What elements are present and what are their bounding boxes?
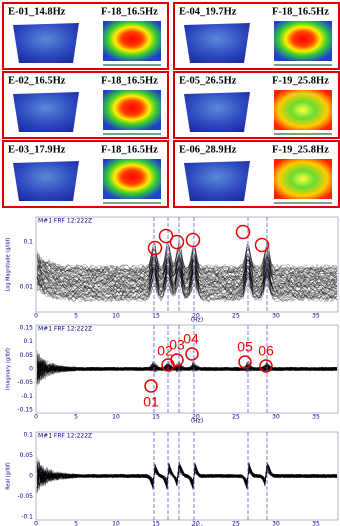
x-tick-label: 10 <box>112 521 120 526</box>
x-tick-label: 25 <box>232 521 240 526</box>
x-tick-label: 5 <box>74 414 78 421</box>
x-tick-label: 0 <box>34 313 38 320</box>
x-tick-label: 35 <box>312 313 320 320</box>
x-tick-label: 0 <box>34 521 38 526</box>
y-tick-label: -0.1 <box>21 514 33 521</box>
x-tick-label: 30 <box>272 521 280 526</box>
reference-shape <box>103 90 161 130</box>
reference-shape <box>274 159 332 199</box>
mode-label: E-02_16.5Hz <box>8 75 66 86</box>
mode-shape <box>184 92 250 132</box>
mode-shape <box>13 23 79 63</box>
x-tick-label: 20 <box>192 313 200 320</box>
mode-label: E-01_14.8Hz <box>8 6 66 17</box>
mode-shape <box>184 161 250 201</box>
x-tick-label: 5 <box>74 521 78 526</box>
y-tick-label: 0 <box>29 473 33 480</box>
y-tick-label: 0.15 <box>20 325 34 332</box>
x-tick-label: 30 <box>272 313 280 320</box>
x-tick-label: 15 <box>152 521 160 526</box>
y-axis-label: Real (g/lbf) <box>6 462 12 490</box>
y-tick-label: 0.05 <box>20 452 34 459</box>
mode-shape <box>184 23 250 63</box>
reference-label: F-18_16.5Hz <box>272 6 329 17</box>
y-tick-label: -0.05 <box>17 379 33 386</box>
y-tick-label: 0.1 <box>23 432 33 439</box>
y-axis-label: Imaginary (g/lbf) <box>6 348 12 390</box>
x-tick-label: 35 <box>312 414 320 421</box>
reference-shape <box>274 21 332 61</box>
reference-label: F-18_16.5Hz <box>101 6 158 17</box>
x-tick-label: 35 <box>312 521 320 526</box>
y-axis-label: Log Magnitude (g/lbf) <box>6 238 12 292</box>
x-tick-label: 25 <box>232 414 240 421</box>
plot-title: M#1 FRF 12:222Z <box>38 326 92 333</box>
mode-annotation: 06 <box>258 343 274 359</box>
mode-shape <box>13 92 79 132</box>
mode-label: E-04_19.7Hz <box>179 6 237 17</box>
y-tick-label: 0.01 <box>20 284 34 291</box>
reference-label: F-19_25.8Hz <box>272 75 329 86</box>
plot-title: M#1 FRF 12:222Z <box>38 433 92 440</box>
x-tick-label: 5 <box>74 313 78 320</box>
y-tick-label: -0.05 <box>17 493 33 500</box>
y-tick-label: -0.1 <box>21 393 33 400</box>
x-tick-label: 15 <box>152 414 160 421</box>
plot-title: M#1 FRF 12:222Z <box>38 218 92 225</box>
x-tick-label: 30 <box>272 414 280 421</box>
reference-shape <box>103 159 161 199</box>
mode-shape <box>13 161 79 201</box>
y-tick-label: 0 <box>29 366 33 373</box>
mode-annotation: 04 <box>183 331 199 347</box>
x-tick-label: 10 <box>112 313 120 320</box>
reference-shape <box>103 21 161 61</box>
reference-label: F-18_16.5Hz <box>101 144 158 155</box>
figure: E-01_14.8Hz F-18_16.5Hz E-04_19.7Hz F-18_16… <box>0 0 340 526</box>
mode-label: E-05_26.5Hz <box>179 75 237 86</box>
reference-shape <box>274 90 332 130</box>
y-tick-label: -0.15 <box>17 407 33 414</box>
x-tick-label: 0 <box>34 414 38 421</box>
mode-annotation: 05 <box>237 339 253 355</box>
mode-label: E-03_17.9Hz <box>8 144 66 155</box>
y-tick-label: 0.1 <box>23 338 33 345</box>
x-tick-label: 20 <box>192 521 200 526</box>
y-tick-label: 0.05 <box>20 352 34 359</box>
x-tick-label: 10 <box>112 414 120 421</box>
y-tick-label: 0.1 <box>23 239 33 246</box>
mode-annotation: 01 <box>143 394 159 410</box>
x-tick-label: 15 <box>152 313 160 320</box>
x-tick-label: 25 <box>232 313 240 320</box>
mode-label: E-06_28.9Hz <box>179 144 237 155</box>
x-tick-label: 20 <box>192 414 200 421</box>
reference-label: F-18_16.5Hz <box>101 75 158 86</box>
reference-label: F-19_25.8Hz <box>272 144 329 155</box>
